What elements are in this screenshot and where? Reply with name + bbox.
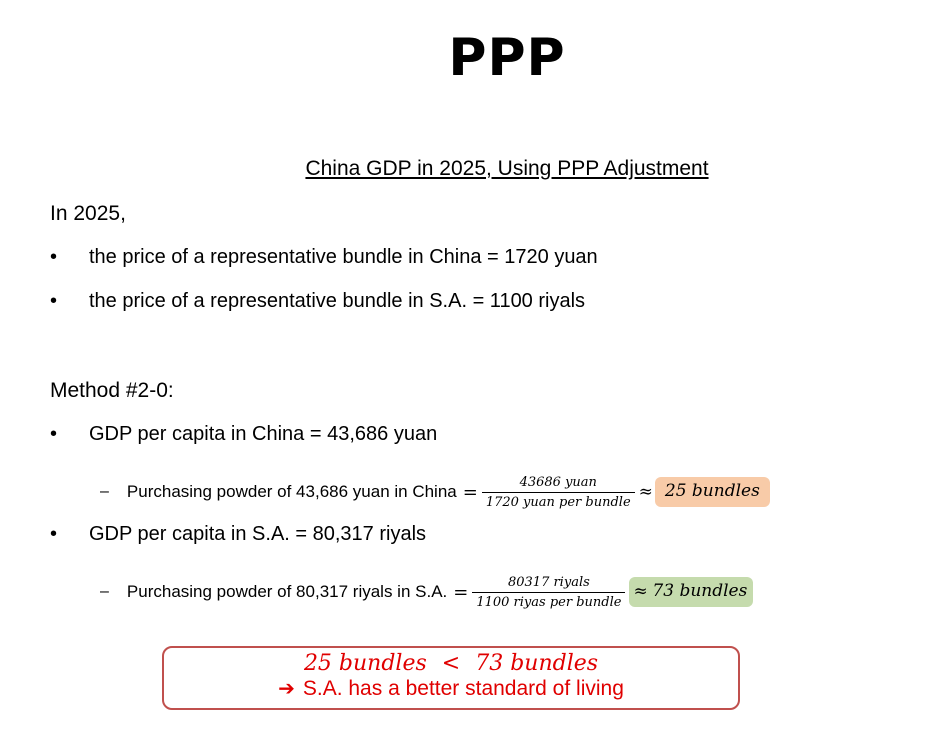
bullet-icon: • bbox=[50, 246, 58, 268]
china-gdp-line: GDP per capita in China = 43,686 yuan bbox=[89, 423, 438, 445]
conclusion-text: S.A. has a better standard of living bbox=[302, 677, 624, 700]
china-numerator: 43686 yuan bbox=[519, 474, 597, 490]
bullet-icon: • bbox=[50, 523, 58, 545]
sa-result-text: 73 bundles bbox=[652, 580, 748, 601]
equals-sign: = bbox=[453, 581, 469, 603]
sa-denominator: 1100 riyas per bundle bbox=[472, 591, 626, 610]
china-purchase-row: – Purchasing powder of 43,686 yuan in Ch… bbox=[100, 470, 770, 514]
dash-icon: – bbox=[100, 583, 109, 600]
comparison-formula: 25 bundles < 73 bundles bbox=[164, 651, 738, 676]
sa-fraction: 80317 riyals 1100 riyas per bundle bbox=[472, 574, 626, 610]
dash-icon: – bbox=[100, 483, 109, 500]
sa-numerator: 80317 riyals bbox=[507, 574, 590, 590]
comparison-left: 25 bundles bbox=[303, 651, 427, 676]
bullet-price-china: the price of a representative bundle in … bbox=[89, 246, 598, 268]
section-subtitle: China GDP in 2025, Using PPP Adjustment bbox=[305, 157, 709, 180]
china-purchase-text: Purchasing powder of 43,686 yuan in Chin… bbox=[126, 482, 457, 501]
less-than-sign: < bbox=[441, 651, 461, 676]
approx-sign: ≈ bbox=[633, 581, 648, 602]
sa-result-badge: ≈ 73 bundles bbox=[629, 576, 754, 608]
sa-purchase-row: – Purchasing powder of 80,317 riyals in … bbox=[100, 570, 754, 614]
page-title: PPP bbox=[448, 28, 566, 88]
conclusion-box: 25 bundles < 73 bundles ➔ S.A. has a bett… bbox=[162, 646, 740, 710]
china-result-badge: 25 bundles bbox=[654, 477, 770, 507]
bullet-icon: • bbox=[50, 423, 58, 445]
intro-text: In 2025, bbox=[50, 202, 126, 225]
arrow-right-icon: ➔ bbox=[278, 678, 295, 700]
sa-gdp-line: GDP per capita in S.A. = 80,317 riyals bbox=[89, 523, 427, 545]
comparison-right: 73 bundles bbox=[475, 651, 599, 676]
conclusion-line: ➔ S.A. has a better standard of living bbox=[164, 676, 738, 701]
method-label: Method #2-0: bbox=[50, 379, 174, 402]
sa-purchase-text: Purchasing powder of 80,317 riyals in S.… bbox=[126, 582, 448, 601]
bullet-price-sa: the price of a representative bundle in … bbox=[89, 290, 586, 312]
china-fraction: 43686 yuan 1720 yuan per bundle bbox=[481, 474, 635, 510]
china-denominator: 1720 yuan per bundle bbox=[481, 491, 635, 510]
approx-sign: ≈ bbox=[638, 482, 653, 502]
bullet-icon: • bbox=[50, 290, 58, 312]
equals-sign: = bbox=[462, 481, 478, 503]
